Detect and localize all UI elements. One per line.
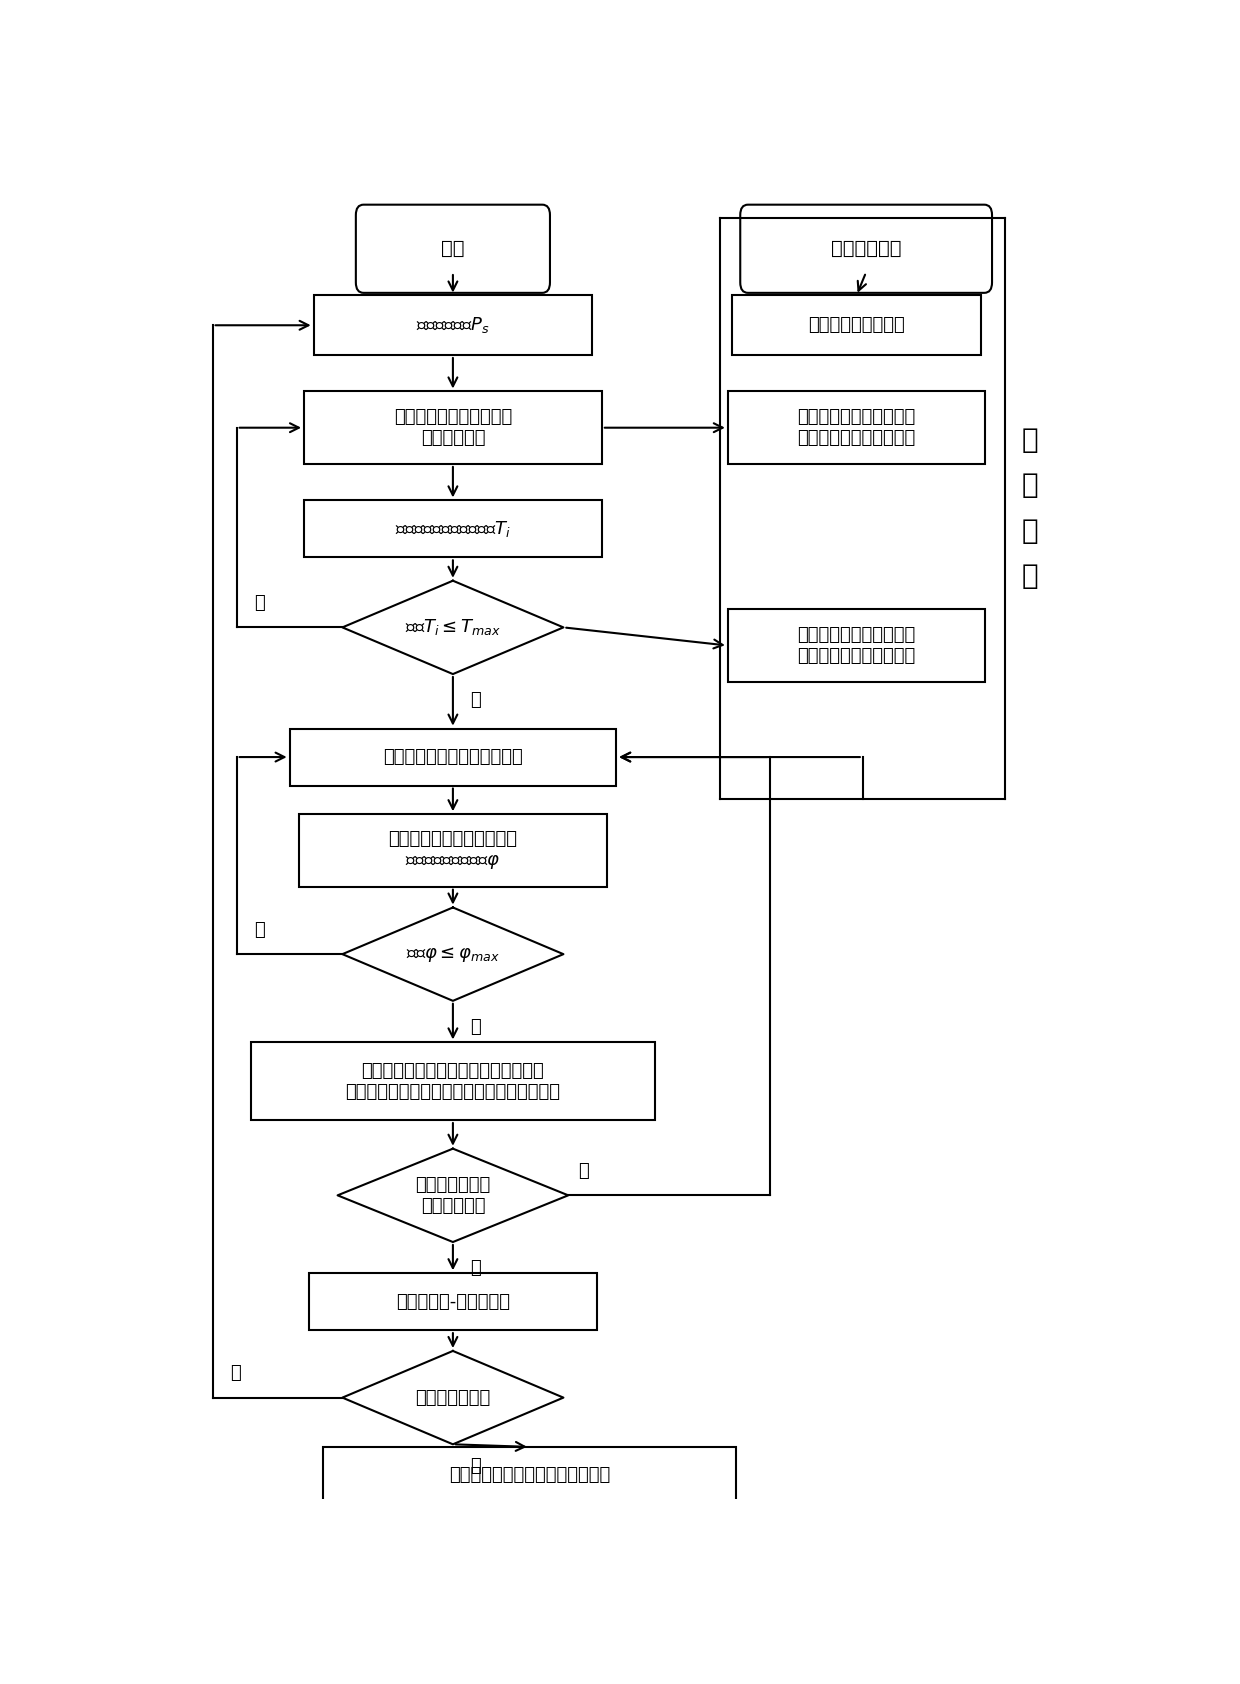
Polygon shape (342, 1351, 563, 1445)
Text: 是: 是 (470, 1457, 481, 1475)
Text: 计算节流阀出口气相分量及
膨胀机出口液相分量$\varphi$: 计算节流阀出口气相分量及 膨胀机出口液相分量$\varphi$ (388, 830, 517, 871)
FancyBboxPatch shape (356, 205, 551, 293)
Polygon shape (342, 908, 563, 1000)
Text: 计算系统电-电转换效率: 计算系统电-电转换效率 (396, 1293, 510, 1310)
Text: 否: 否 (254, 594, 264, 611)
Text: 是: 是 (470, 1260, 481, 1276)
Text: 是否达到最优解: 是否达到最优解 (415, 1389, 491, 1406)
Text: 判断$T_i\leq T_{max}$: 判断$T_i\leq T_{max}$ (405, 618, 501, 637)
Polygon shape (342, 581, 563, 674)
Bar (299, 813, 606, 887)
Text: 假定冷箱高压侧出口空气温度: 假定冷箱高压侧出口空气温度 (383, 748, 523, 766)
Bar (324, 1447, 737, 1504)
Text: 开始: 开始 (441, 239, 465, 258)
Text: 否: 否 (578, 1162, 589, 1180)
FancyBboxPatch shape (740, 205, 992, 293)
Text: 否: 否 (229, 1364, 241, 1383)
Text: 给定储能压力$P_s$: 给定储能压力$P_s$ (417, 315, 490, 335)
Text: 是: 是 (470, 1017, 481, 1036)
Text: 根据质量守恒：计算各股流体流量参数
根据能量守恒：计算冷箱内返流空气出口温度: 根据质量守恒：计算各股流体流量参数 根据能量守恒：计算冷箱内返流空气出口温度 (346, 1063, 560, 1101)
Bar (309, 1273, 596, 1330)
Text: 流
程
设
计: 流 程 设 计 (1022, 426, 1038, 591)
Bar (728, 610, 986, 682)
Bar (314, 295, 593, 355)
Text: 计算各级压缩机出口温度$T_i$: 计算各级压缩机出口温度$T_i$ (396, 519, 511, 539)
Text: 判断$\varphi\leq\varphi_{max}$: 判断$\varphi\leq\varphi_{max}$ (405, 945, 500, 963)
Bar (304, 391, 601, 465)
Text: 是否满足换热器
最小夹点温差: 是否满足换热器 最小夹点温差 (415, 1175, 491, 1214)
Text: 根据压缩方案确定各级压
缩机是否设置空气冷却器: 根据压缩方案确定各级压 缩机是否设置空气冷却器 (797, 408, 915, 448)
Bar (304, 500, 601, 557)
Text: 假定各压缩机工作级数及
级间冷却方案: 假定各压缩机工作级数及 级间冷却方案 (394, 408, 512, 448)
Text: 是否设置空气预热器: 是否设置空气预热器 (808, 317, 905, 333)
Bar (732, 295, 982, 355)
Bar (250, 1042, 655, 1120)
Text: 液化空气系统流程及参数设计方案: 液化空气系统流程及参数设计方案 (449, 1467, 610, 1484)
Text: 否: 否 (254, 921, 264, 938)
Bar (289, 729, 616, 785)
Bar (728, 391, 986, 465)
Polygon shape (337, 1148, 568, 1243)
Text: 是: 是 (470, 690, 481, 709)
Text: 入口空气温度: 入口空气温度 (831, 239, 901, 258)
Text: 根据各级压缩机出口温度
确定压缩热回收利用方案: 根据各级压缩机出口温度 确定压缩热回收利用方案 (797, 626, 915, 665)
